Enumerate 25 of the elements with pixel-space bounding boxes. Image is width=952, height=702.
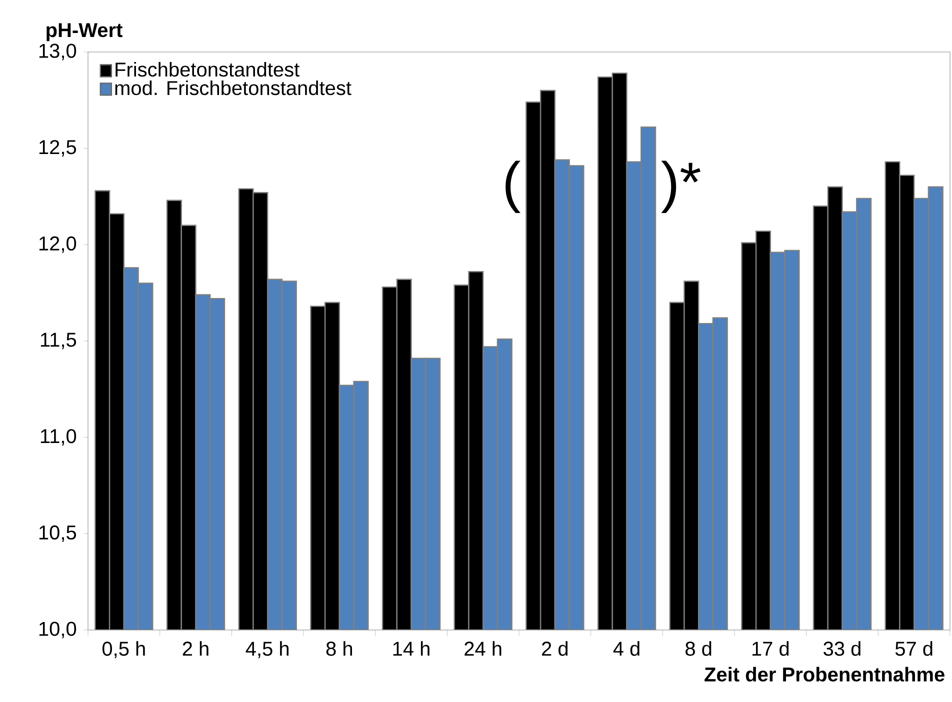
y-tick-label: 13,0	[39, 44, 76, 60]
x-tick-label: 57 d	[895, 641, 932, 656]
x-tick-label: 33 d	[824, 641, 860, 656]
x-tick-label: 8 d	[686, 641, 712, 656]
x-tick-label: 17 d	[752, 641, 789, 656]
x-tick-label: 8 h	[326, 641, 352, 656]
x-tick-label: 4 d	[613, 641, 640, 656]
x-tick-label: 0,5 h	[102, 641, 145, 658]
y-axis-title: pH-Wert	[46, 23, 122, 42]
y-tick-label: 11,5	[40, 332, 76, 350]
legend-label: mod. Frischbetonstandtest	[115, 80, 352, 96]
y-tick-label: 10,5	[39, 525, 76, 542]
y-tick-label: 12,0	[39, 236, 76, 253]
x-tick-label: 4,5 h	[246, 641, 289, 658]
x-tick-label: 2 d	[542, 641, 568, 656]
x-tick-label: 2 h	[182, 641, 208, 656]
y-tick-label: 11,0	[40, 429, 76, 446]
annotation: (	[506, 160, 520, 213]
legend-label: Frischbetonstandtest	[116, 62, 300, 77]
y-tick-label: 10,0	[39, 622, 76, 638]
y-tick-label: 12,5	[39, 140, 76, 157]
x-tick-label: 24 h	[464, 641, 502, 656]
x-axis-title: Zeit der Probenentnahme	[704, 666, 944, 682]
x-tick-label: 14 h	[393, 641, 430, 656]
annotation: )*	[661, 160, 700, 213]
